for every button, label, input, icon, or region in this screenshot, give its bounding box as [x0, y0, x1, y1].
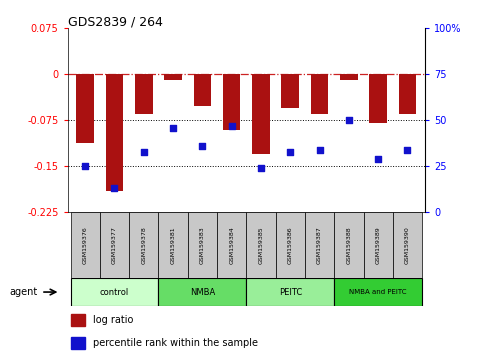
Text: GSM159377: GSM159377: [112, 226, 117, 264]
Bar: [194, 74, 211, 106]
Point: [286, 149, 294, 154]
Text: GSM159388: GSM159388: [346, 226, 351, 264]
Bar: [276, 212, 305, 278]
Text: agent: agent: [10, 287, 38, 297]
Point: [140, 149, 148, 154]
Bar: [135, 74, 153, 114]
Point: [169, 125, 177, 131]
Text: GSM159387: GSM159387: [317, 226, 322, 264]
Point: [228, 123, 236, 129]
Bar: [100, 212, 129, 278]
Text: PEITC: PEITC: [279, 287, 302, 297]
Point: [199, 143, 206, 149]
Bar: [71, 314, 85, 326]
Bar: [246, 278, 334, 306]
Bar: [340, 74, 357, 80]
Text: control: control: [100, 287, 129, 297]
Text: GSM159383: GSM159383: [200, 226, 205, 264]
Bar: [129, 212, 158, 278]
Bar: [223, 74, 241, 130]
Bar: [393, 212, 422, 278]
Text: GSM159378: GSM159378: [142, 226, 146, 264]
Point: [316, 147, 324, 153]
Text: NMBA and PEITC: NMBA and PEITC: [349, 289, 407, 295]
Text: GSM159376: GSM159376: [83, 226, 88, 264]
Bar: [334, 212, 364, 278]
Bar: [311, 74, 328, 114]
Point: [404, 147, 412, 153]
Bar: [282, 74, 299, 108]
Bar: [305, 212, 334, 278]
Text: GSM159381: GSM159381: [170, 226, 176, 264]
Bar: [164, 74, 182, 80]
Bar: [369, 74, 387, 124]
Text: GDS2839 / 264: GDS2839 / 264: [68, 16, 162, 29]
Text: NMBA: NMBA: [190, 287, 215, 297]
Bar: [398, 74, 416, 114]
Point: [81, 164, 89, 169]
Text: GSM159385: GSM159385: [258, 226, 264, 264]
Bar: [71, 278, 158, 306]
Bar: [217, 212, 246, 278]
Text: percentile rank within the sample: percentile rank within the sample: [93, 338, 257, 348]
Bar: [106, 74, 123, 191]
Bar: [246, 212, 276, 278]
Text: GSM159390: GSM159390: [405, 226, 410, 264]
Bar: [71, 337, 85, 349]
Point: [345, 118, 353, 123]
Bar: [252, 74, 270, 154]
Bar: [158, 278, 246, 306]
Text: GSM159384: GSM159384: [229, 226, 234, 264]
Point: [111, 185, 118, 191]
Bar: [334, 278, 422, 306]
Bar: [71, 212, 100, 278]
Point: [374, 156, 382, 162]
Bar: [364, 212, 393, 278]
Text: GSM159386: GSM159386: [288, 226, 293, 264]
Bar: [76, 74, 94, 143]
Bar: [188, 212, 217, 278]
Text: log ratio: log ratio: [93, 315, 133, 325]
Point: [257, 165, 265, 171]
Bar: [158, 212, 188, 278]
Text: GSM159389: GSM159389: [376, 226, 381, 264]
